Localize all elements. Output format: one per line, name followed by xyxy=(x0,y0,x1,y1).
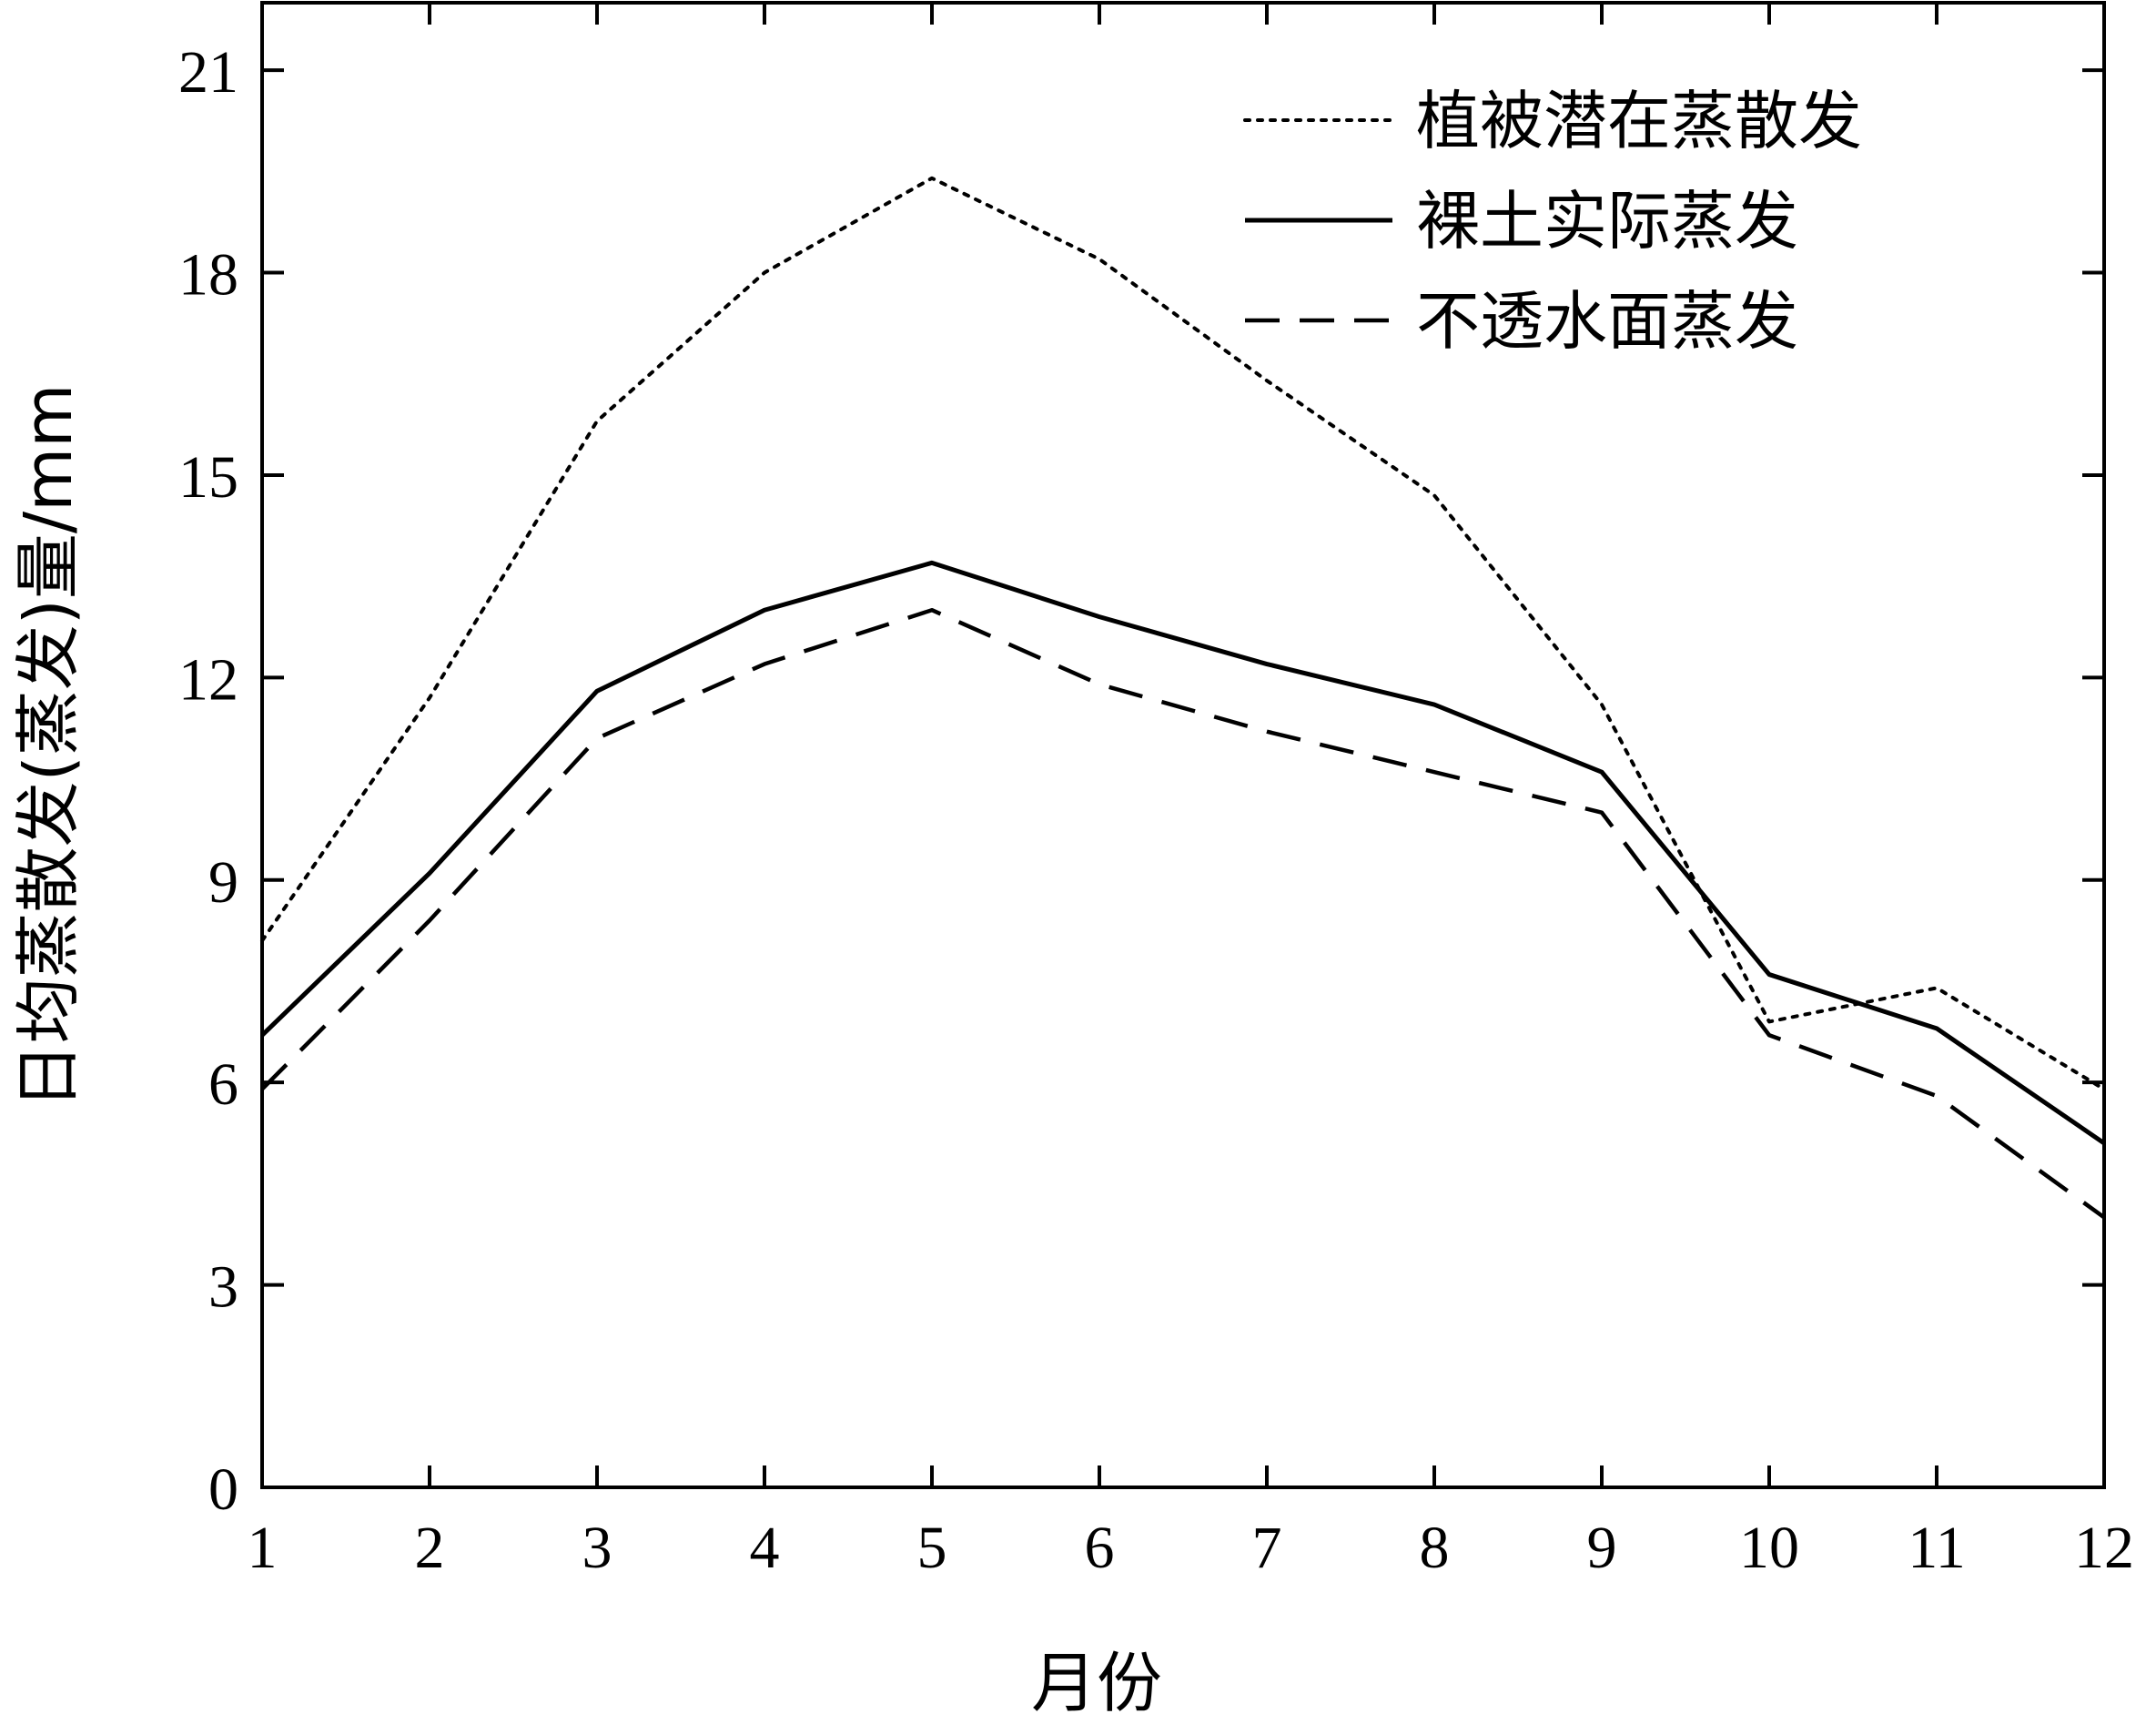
y-tick-label: 6 xyxy=(208,1051,238,1118)
x-axis-title: 月份 xyxy=(1031,1645,1162,1721)
x-tick-label: 2 xyxy=(415,1515,445,1581)
x-tick-label: 5 xyxy=(917,1515,947,1581)
y-tick-label: 15 xyxy=(178,444,238,511)
y-tick-label: 18 xyxy=(178,242,238,309)
y-tick-label: 12 xyxy=(178,646,238,713)
y-axis-title: 日均蒸散发(蒸发)量/mm xyxy=(10,384,86,1110)
impervious-evaporation-line xyxy=(260,607,2106,1220)
x-tick-label: 11 xyxy=(1908,1515,1966,1581)
y-tick-label: 0 xyxy=(208,1456,238,1523)
x-tick-label: 6 xyxy=(1085,1515,1115,1581)
series-group xyxy=(260,176,2106,1220)
plot-frame xyxy=(260,1,2106,1489)
x-tick-label: 10 xyxy=(1739,1515,1799,1581)
x-tick-label: 3 xyxy=(582,1515,612,1581)
y-tick-label: 9 xyxy=(208,849,238,916)
potential-evapotranspiration-line xyxy=(260,176,2106,1091)
legend-label: 植被潜在蒸散发 xyxy=(1416,84,1862,158)
y-tick-label: 21 xyxy=(178,39,238,106)
y-tick-label: 3 xyxy=(208,1254,238,1321)
x-tick-label: 1 xyxy=(248,1515,278,1581)
x-tick-label: 7 xyxy=(1252,1515,1282,1581)
legend-label: 裸土实际蒸发 xyxy=(1416,184,1798,259)
bare-soil-evaporation-line xyxy=(260,560,2106,1145)
x-tick-label: 4 xyxy=(750,1515,780,1581)
legend-label: 不透水面蒸发 xyxy=(1416,284,1798,359)
x-tick-label: 9 xyxy=(1587,1515,1617,1581)
x-tick-label: 12 xyxy=(2074,1515,2134,1581)
x-tick-label: 8 xyxy=(1420,1515,1450,1581)
